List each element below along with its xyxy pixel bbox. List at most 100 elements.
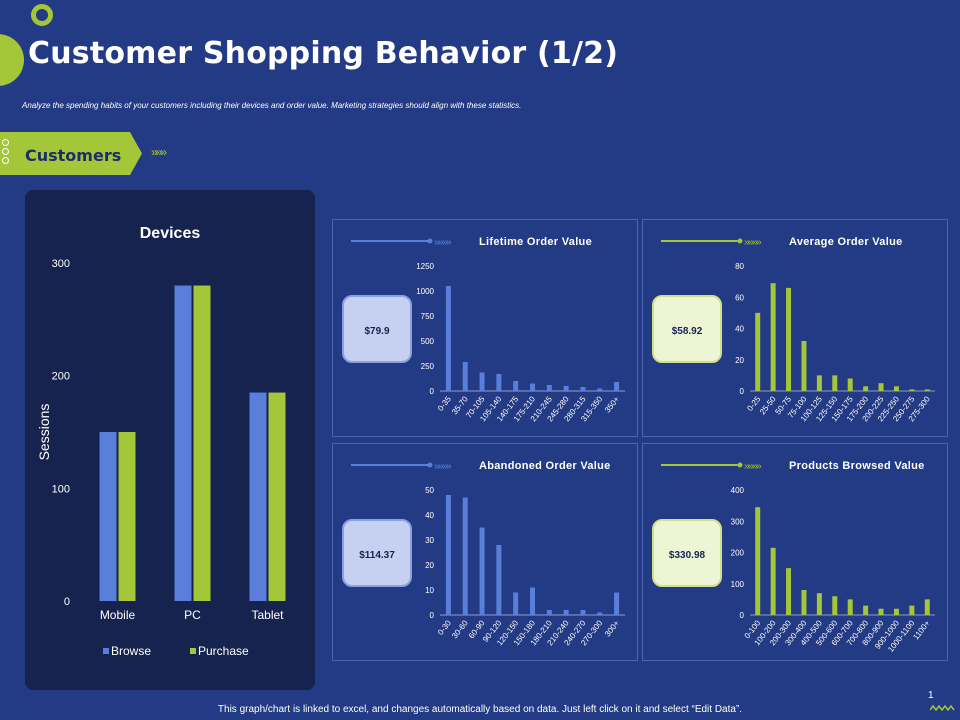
bar-200-225 [878, 383, 884, 391]
bar-100-125 [816, 375, 822, 391]
bar-150-175 [847, 378, 853, 391]
value-badge-text: $114.37 [359, 550, 395, 561]
x-tick-label: 350+ [603, 394, 621, 414]
y-tick-label: 500 [421, 337, 435, 346]
bar-270-300 [597, 612, 603, 615]
devices-panel: Devices 0 100 200 300 Sessions Mobile PC Tablet B… [25, 190, 315, 690]
bar-browse-pc [174, 285, 192, 601]
bar-350+ [614, 382, 620, 391]
y-tick-label: 0 [64, 596, 70, 608]
average-chart: »»»» Average Order Value$58.920204060800-… [652, 236, 935, 423]
y-tick-label: 200 [52, 371, 70, 383]
legend-swatch-browse [103, 648, 109, 654]
bar-300-400 [801, 590, 807, 615]
bar-240-270 [580, 610, 586, 615]
value-badge [342, 295, 412, 363]
bar-60-90 [479, 527, 485, 615]
y-tick-label: 1000 [416, 287, 434, 296]
bar-70-105 [479, 372, 485, 391]
tab-dots-icon [2, 139, 9, 166]
customers-tab [0, 132, 142, 175]
y-tick-label: 40 [735, 325, 744, 334]
y-tick-label: 60 [735, 293, 744, 302]
bar-1100+ [924, 599, 930, 615]
bar-210-240 [563, 610, 569, 615]
page-number: 1 [928, 690, 934, 701]
bar-900-1000 [893, 608, 899, 615]
mini-chart-title: Lifetime Order Value [479, 236, 592, 248]
bar-200-300 [786, 568, 792, 615]
bar-35-70 [462, 362, 468, 391]
customers-tab-label: Customers [25, 146, 122, 165]
value-badge-text: $58.92 [672, 326, 703, 337]
bar-210-245 [546, 385, 552, 391]
bar-75-100 [801, 341, 807, 391]
y-tick-label: 10 [425, 586, 434, 595]
legend-label-purchase: Purchase [198, 644, 249, 658]
legend-swatch-purchase [190, 648, 196, 654]
x-tick-label: 300+ [603, 618, 621, 638]
header-chevrons-icon: »»»» [744, 461, 762, 472]
y-tick-label: 0 [430, 611, 435, 620]
header-chevrons-icon: »»»» [434, 461, 452, 472]
header-chevrons-icon: »»»» [744, 237, 762, 248]
legend-label-browse: Browse [111, 644, 151, 658]
products-panel: »»»» Products Browsed Value $330.98 0 100 200… [642, 443, 948, 661]
y-tick-label: 100 [52, 483, 70, 495]
y-tick-label: 50 [425, 486, 434, 495]
bar-150-180 [530, 587, 535, 615]
mini-chart-title: Abandoned Order Value [479, 460, 611, 472]
bar-125-150 [832, 375, 838, 391]
bar-175-200 [863, 386, 869, 391]
bar-0-100 [755, 507, 761, 615]
average-panel: »»»» Average Order Value $58.92 0 20 40 60 80 0-… [642, 219, 948, 437]
y-tick-label: 300 [731, 517, 745, 526]
value-badge-text: $330.98 [669, 550, 706, 561]
decor-ring [31, 4, 53, 26]
bar-245-280 [563, 386, 569, 391]
footer-note: This graph/chart is linked to excel, and… [217, 704, 743, 715]
bar-browse-tablet [249, 392, 267, 601]
bar-500-600 [832, 596, 838, 615]
bar-0-35 [445, 286, 451, 391]
lifetime-panel: »»»» Lifetime Order Value $79.9 0 250 500 750 1… [332, 219, 638, 437]
y-tick-label: 20 [735, 356, 744, 365]
y-tick-label: 750 [421, 312, 435, 321]
header-chevrons-icon: »»»» [434, 237, 452, 248]
value-badge-text: $79.9 [364, 326, 389, 337]
bar-175-210 [530, 383, 535, 391]
bar-300+ [614, 592, 620, 615]
y-tick-label: 250 [421, 362, 435, 371]
chevrons-icon: »»» [151, 145, 167, 159]
bar-315-350 [597, 388, 603, 391]
wave-icon [930, 704, 955, 712]
y-tick-label: 400 [731, 486, 745, 495]
bar-280-315 [580, 387, 586, 391]
products-chart: »»»» Products Browsed Value $330.98 0 100 200… [652, 460, 935, 654]
y-tick-label: 300 [52, 258, 70, 270]
bar-600-700 [847, 599, 853, 615]
x-tick-label: 1100+ [911, 618, 932, 641]
bar-browse-mobile [99, 432, 117, 601]
y-tick-label: 20 [425, 561, 434, 570]
bar-50-75 [786, 287, 792, 391]
value-badge [342, 519, 412, 587]
mini-chart-title: Products Browsed Value [789, 460, 925, 472]
page-title: Customer Shopping Behavior (1/2) [28, 36, 619, 71]
bar-0-30 [445, 495, 451, 615]
bar-140-175 [513, 381, 519, 391]
bar-275-300 [924, 389, 930, 391]
bar-purchase-tablet [268, 392, 286, 601]
y-tick-label: 0 [430, 387, 435, 396]
bar-225-250 [893, 386, 899, 391]
bar-30-60 [462, 497, 468, 615]
bar-1000-1100 [909, 605, 915, 615]
bar-700-800 [863, 605, 869, 615]
x-tick-label: 30-60 [450, 618, 470, 640]
y-tick-label: 30 [425, 536, 434, 545]
bar-250-275 [909, 389, 915, 391]
x-tick-label: PC [184, 608, 201, 622]
header-dot-icon [427, 462, 433, 468]
decor-disc [0, 34, 24, 86]
value-badge [652, 519, 722, 587]
